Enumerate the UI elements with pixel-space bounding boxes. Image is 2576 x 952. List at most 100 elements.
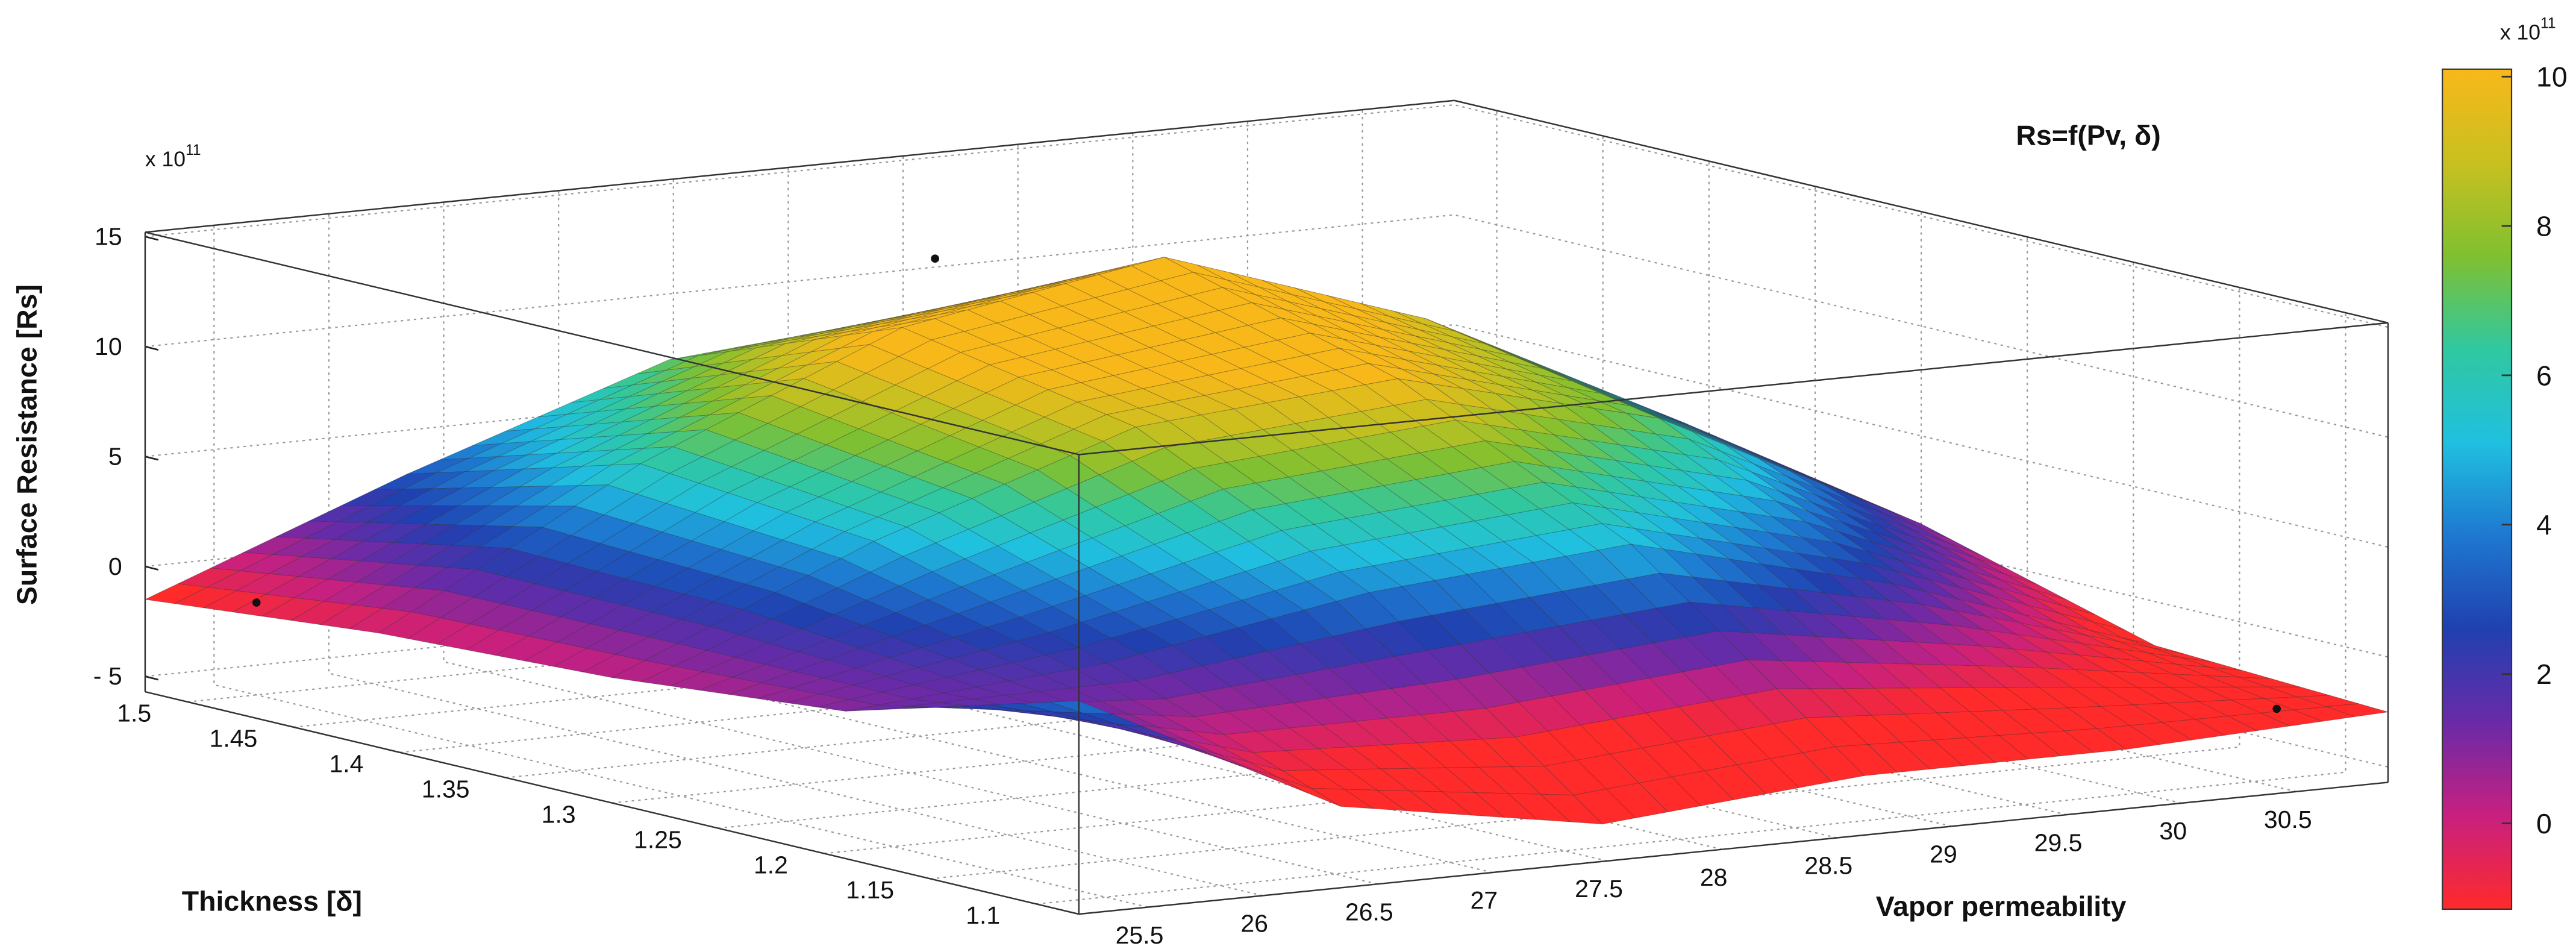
x-tick-label: 28.5 [1804,852,1852,880]
surface-patch [727,476,791,503]
surface-patch [1321,465,1384,492]
colorbar-tick-label: 10 [2536,61,2568,93]
surface-patch [1284,497,1348,525]
surface-patch [1786,476,1849,507]
surface-patch [1496,597,1559,633]
surface-patch [1535,381,1598,401]
surface-patch [407,457,469,475]
surface-patch [1484,343,1546,370]
surface-patch [1572,789,1636,825]
surface-patch [439,443,502,460]
surface-patch [1594,578,1657,615]
grid-line [328,213,1263,897]
colorbar-multiplier-base: x 10 [2500,20,2540,45]
grid-line [787,168,1722,850]
surface-patch [840,327,902,349]
surface-patch [436,456,498,474]
surface-patch [858,412,922,440]
surface-patch [1768,460,1831,486]
surface-patch [1914,530,1977,559]
surface-patch [763,433,827,462]
surface-patch [1284,309,1346,331]
surface-patch [782,521,846,550]
surface-patch [439,597,504,625]
x-tick-label: 30.5 [2264,806,2312,833]
surface-patch [1423,679,1487,712]
surface-patch [1310,788,1375,809]
surface-patch [847,491,911,518]
surface-patch [271,537,336,557]
y-axis-label: Thickness [δ] [182,886,362,917]
surface-patch [913,302,975,317]
y-tick-label: 1.5 [117,700,151,727]
surface-patch [1888,600,1952,626]
surface-patch [1196,435,1260,463]
surface-patch [290,601,354,625]
x-tick-label: 30 [2159,817,2187,845]
surface-patch [1521,660,1585,697]
surface-patch [1164,257,1227,280]
grid-line [672,179,1607,862]
z-tick-label: 5 [108,442,122,470]
z-multiplier-exponent: 11 [186,142,201,158]
surface-patch [582,654,646,678]
surface-patch [1688,601,1752,633]
grid-line [558,190,1493,874]
grid-line [399,161,1710,753]
surface-patch [486,486,551,507]
colorbar-tick-label: 6 [2536,360,2552,391]
surface-patch [760,460,824,487]
surface-patch [1630,406,1692,432]
surface-patch [1680,422,1743,449]
colorbar-tick-label: 8 [2536,210,2552,242]
surface-patch [293,579,358,602]
surface-patch [1867,551,1930,580]
surface-patch [1324,437,1388,466]
surface-patch [1213,756,1276,781]
surface [144,257,2389,825]
surface-patch [264,576,328,598]
surface-patch [1357,688,1421,719]
surface-patch [1801,537,1864,564]
surface-patch [1448,739,1513,768]
surface-patch [1430,609,1494,645]
surface-patch [2075,669,2137,688]
surface-patch [1754,607,1818,637]
surface-patch [1459,404,1522,431]
surface-patch [173,587,237,609]
surface-patch [505,556,569,584]
surface-patch [1306,571,1370,602]
surface-patch [1376,789,1440,813]
y-tick-label: 1.1 [966,901,1000,929]
surface-patch [1357,308,1419,330]
surface-patch [1718,459,1780,492]
x-tick-label: 29 [1930,840,1957,868]
surface-patch [1936,560,1998,589]
surface-patch [1332,628,1396,663]
surface-patch [359,542,424,564]
surface-patch [537,399,600,418]
surface-patch [1128,481,1192,514]
surface-patch [920,408,984,436]
colorbar-tick-label: 0 [2536,808,2552,839]
z-multiplier-base: x 10 [145,147,186,171]
surface-patch [552,449,615,468]
surface-patch [2063,606,2126,631]
surface-patch [778,548,842,576]
surface-patch [1193,462,1257,490]
surface-patch [1655,601,1719,637]
surface-patch [1389,425,1453,454]
surface-patch [1014,277,1077,292]
surface-patch [654,387,717,407]
surface-patch [1119,325,1184,348]
y-tick-label: 1.35 [422,775,470,803]
surface-patch [1474,792,1538,820]
surface-patch [901,318,965,340]
surface-patch [978,286,1040,301]
tick-mark [145,345,159,351]
marker [252,598,261,607]
z-multiplier: x 1011 [145,142,201,171]
colorbar-multiplier: x 1011 [2500,15,2556,44]
surface-patch [476,548,540,577]
surface-patch [1437,365,1499,385]
